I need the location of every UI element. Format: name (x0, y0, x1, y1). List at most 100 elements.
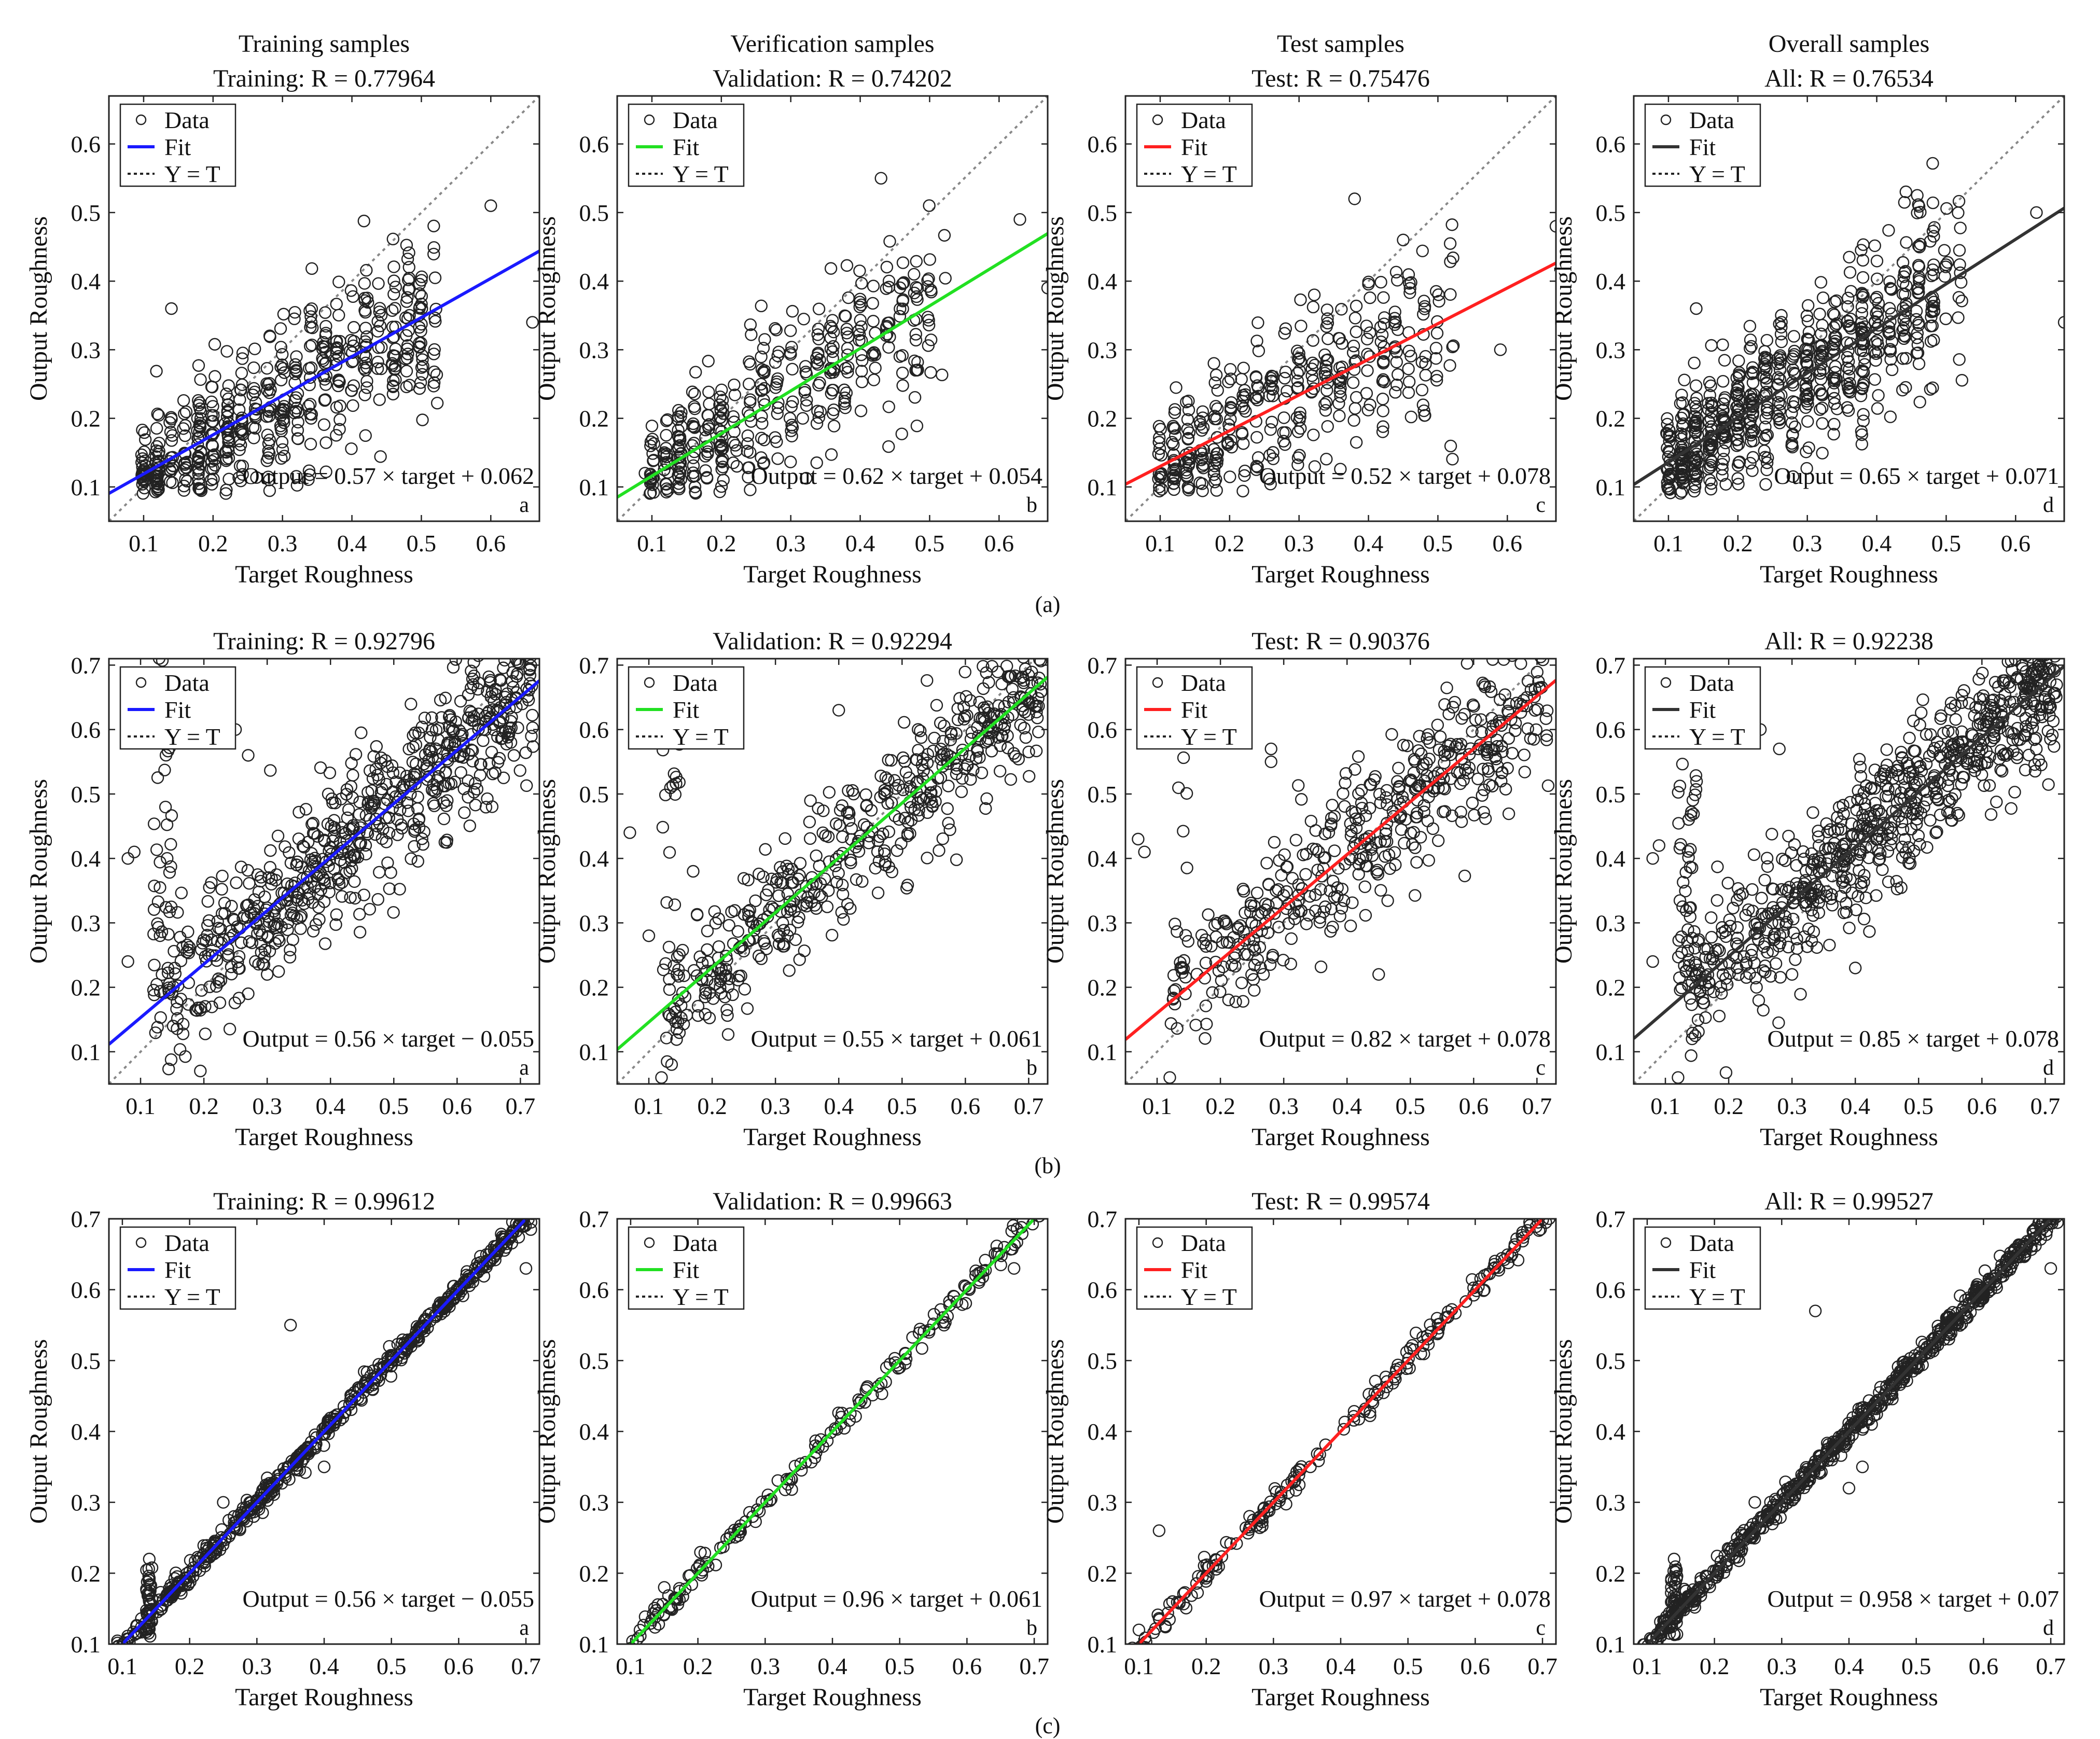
data-point (883, 441, 894, 452)
panel-supertitle: Overall samples (1769, 30, 1930, 58)
data-point (1333, 410, 1345, 422)
data-point (942, 803, 953, 814)
x-tick-label: 0.4 (337, 530, 367, 557)
data-point (1397, 234, 1409, 246)
data-point (1963, 698, 1974, 709)
panel-supertitle: Verification samples (730, 30, 934, 58)
data-point (1776, 336, 1787, 347)
data-point (799, 945, 810, 956)
data-point (1940, 313, 1952, 325)
data-point (1956, 295, 1968, 307)
data-point (359, 389, 371, 400)
data-point (828, 421, 840, 432)
data-point (756, 953, 767, 965)
data-point (1674, 972, 1685, 983)
data-point (1914, 719, 1926, 731)
y-tick-label: 0.4 (1596, 845, 1626, 872)
legend-identity-label: Y = T (164, 161, 220, 187)
data-point (432, 397, 443, 409)
data-point (412, 856, 424, 867)
x-tick-label: 0.3 (1284, 530, 1314, 557)
data-point (1953, 312, 1964, 323)
data-point (497, 662, 509, 674)
data-point (1190, 1019, 1202, 1031)
data-point (1824, 939, 1835, 951)
data-point (374, 394, 385, 406)
data-point (527, 741, 539, 752)
data-point (498, 772, 509, 784)
y-tick-label: 0.3 (1596, 910, 1626, 936)
data-point (694, 951, 706, 963)
data-point (2025, 639, 2037, 651)
legend-data-label: Data (164, 107, 210, 133)
y-tick-label: 0.1 (1596, 474, 1626, 500)
data-point (1900, 186, 1912, 198)
y-tick-label: 0.1 (71, 1039, 101, 1065)
data-point (841, 260, 853, 271)
y-tick-label: 0.6 (1088, 131, 1118, 158)
data-point (1445, 440, 1456, 452)
fit-equation: Output = 0.82 × target + 0.078 (1259, 1025, 1551, 1052)
data-point (1692, 1014, 1704, 1025)
data-point (1676, 389, 1687, 401)
data-point (656, 1072, 667, 1083)
data-point (243, 988, 254, 999)
data-point (760, 844, 771, 855)
data-point (373, 867, 385, 878)
data-point (1378, 292, 1389, 303)
data-point (931, 700, 942, 711)
data-point (1333, 398, 1344, 409)
data-point (1212, 385, 1223, 396)
data-point (1018, 651, 1029, 663)
y-tick-label: 0.2 (579, 406, 609, 432)
x-tick-label: 0.3 (268, 530, 298, 557)
data-point (811, 850, 822, 861)
data-point (209, 339, 220, 350)
data-point (347, 400, 358, 411)
data-point (224, 1023, 235, 1035)
data-point (1988, 642, 2000, 653)
data-point (1292, 426, 1304, 438)
legend-identity-label: Y = T (1689, 724, 1745, 750)
y-tick-label: 0.3 (1088, 337, 1118, 363)
data-point (372, 356, 384, 368)
data-point (390, 281, 401, 293)
data-point (1290, 834, 1302, 846)
x-tick-label: 0.2 (1215, 530, 1245, 557)
data-point (2010, 626, 2022, 637)
data-point (1690, 303, 1702, 314)
y-axis-label: Output Roughness (1041, 216, 1069, 401)
data-point (830, 818, 842, 829)
data-point (1164, 1072, 1175, 1083)
data-point (1300, 869, 1311, 880)
data-point (1495, 344, 1506, 355)
x-tick-label: 0.5 (1423, 530, 1453, 557)
data-point (1842, 293, 1854, 304)
data-point (1756, 893, 1768, 904)
data-point (1955, 222, 1966, 234)
x-tick-label: 0.5 (1396, 1093, 1426, 1119)
data-point (777, 917, 788, 929)
data-point (368, 750, 380, 762)
data-point (813, 303, 825, 315)
data-point (858, 819, 870, 830)
data-point (1349, 193, 1360, 204)
data-point (243, 878, 255, 889)
data-point (389, 302, 400, 314)
data-point (1310, 825, 1322, 836)
data-point (1350, 402, 1361, 414)
data-point (1351, 300, 1362, 312)
data-point (1392, 369, 1403, 380)
x-tick-label: 0.7 (506, 1093, 536, 1119)
data-point (1766, 828, 1777, 840)
data-point (935, 717, 946, 729)
data-point (921, 675, 933, 686)
data-point (1680, 645, 1692, 657)
data-point (1377, 393, 1388, 405)
legend-data-label: Data (164, 670, 210, 696)
